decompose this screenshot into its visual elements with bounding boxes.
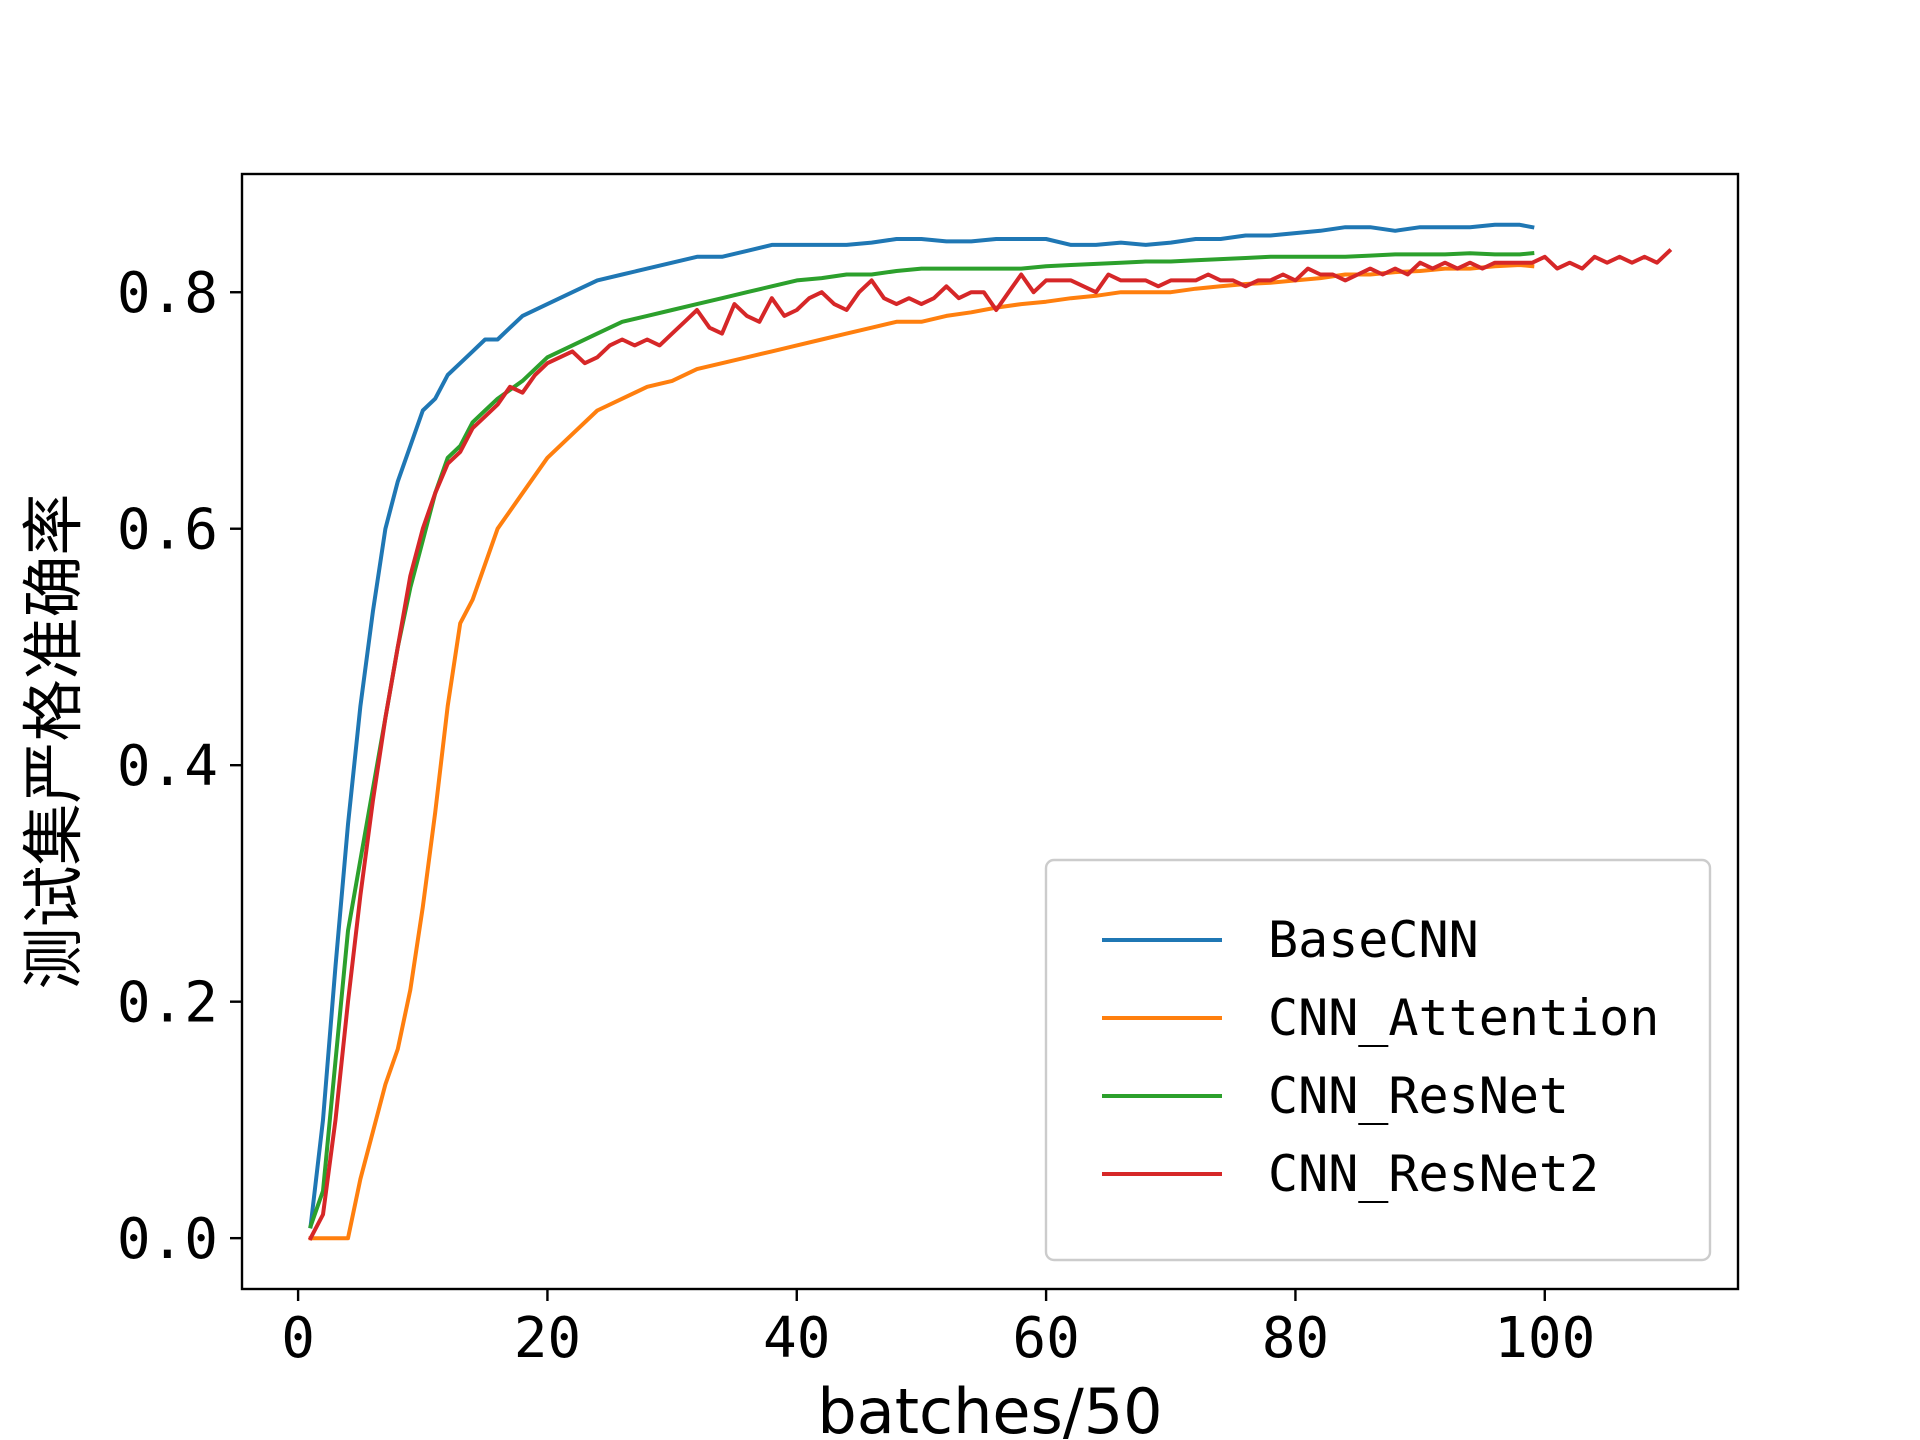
series-line-cnn-resnet2	[307, 248, 1673, 1241]
plot-area-frame	[240, 172, 1740, 1291]
legend-label-cnn-resnet2: CNN_ResNet2	[1268, 1145, 1599, 1203]
legend-label-basecnn: BaseCNN	[1268, 911, 1479, 969]
x-tick-label: 20	[514, 1306, 581, 1371]
y-tick-label: 0.8	[117, 261, 218, 326]
x-tick-label: 60	[1012, 1306, 1079, 1371]
x-tick-label: 0	[281, 1306, 315, 1371]
x-tick-label: 100	[1494, 1306, 1595, 1371]
y-tick-label: 0.2	[117, 971, 218, 1036]
legend-label-cnn-resnet: CNN_ResNet	[1268, 1067, 1569, 1125]
series-line-basecnn	[308, 222, 1535, 1229]
legend: BaseCNN CNN_Attention CNN_ResNet CNN_ResNet…	[1044, 858, 1712, 1262]
series-layer	[307, 222, 1673, 1241]
x-tick-label: 80	[1262, 1306, 1329, 1371]
y-tick-label: 0.4	[117, 734, 218, 799]
x-axis-label: batches/50	[817, 1375, 1162, 1440]
y-axis-label: 测试集严格准确率	[17, 493, 90, 989]
series-line-cnn-attention	[308, 263, 1535, 1241]
y-tick-label: 0.0	[117, 1207, 218, 1272]
y-tick-label: 0.6	[117, 498, 218, 563]
legend-box	[1044, 858, 1712, 1262]
legend-label-cnn-attention: CNN_Attention	[1268, 989, 1659, 1047]
axis-layer: 0 20 40 60 80 100 0.0 0.2 0.4 0.6 0.8	[117, 261, 1596, 1371]
legend-entries: BaseCNN CNN_Attention CNN_ResNet CNN_ResNet…	[1102, 911, 1659, 1203]
x-tick-label: 40	[763, 1306, 830, 1371]
